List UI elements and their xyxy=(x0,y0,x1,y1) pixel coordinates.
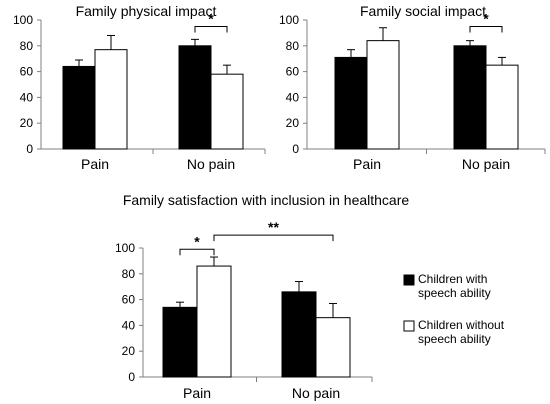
bar-without-speech xyxy=(94,49,128,150)
legend-label: Children without xyxy=(418,318,505,332)
legend-label: speech ability xyxy=(418,332,491,346)
y-tick-label: 80 xyxy=(20,39,34,53)
y-tick-label: 0 xyxy=(128,370,135,384)
y-tick-label: 40 xyxy=(122,318,136,332)
legend-label: speech ability xyxy=(418,286,491,300)
y-tick-label: 80 xyxy=(122,267,136,281)
y-tick-label: 40 xyxy=(286,90,300,104)
x-category-label: No pain xyxy=(187,156,235,172)
y-tick-label: 80 xyxy=(286,39,300,53)
chart-title: Family satisfaction with inclusion in he… xyxy=(123,192,410,208)
bar-without-speech xyxy=(210,73,244,150)
y-tick-label: 20 xyxy=(122,344,136,358)
bar-with-speech xyxy=(162,306,198,378)
bar-with-speech xyxy=(281,291,317,378)
significance-bracket xyxy=(469,25,503,33)
y-tick-label: 100 xyxy=(279,13,299,27)
x-category-label: No pain xyxy=(462,156,510,172)
significance-bracket xyxy=(194,25,228,33)
y-tick-label: 60 xyxy=(286,65,300,79)
bar-without-speech xyxy=(366,40,400,150)
significance-label: ** xyxy=(268,219,279,235)
chart-title: Family social impact xyxy=(360,3,486,19)
y-tick-label: 60 xyxy=(122,293,136,307)
legend-swatch xyxy=(403,274,415,286)
bar-with-speech xyxy=(62,65,96,150)
legend-swatch xyxy=(403,320,415,332)
bar-with-speech xyxy=(453,45,487,150)
y-tick-label: 60 xyxy=(20,65,34,79)
legend-label: Children with xyxy=(418,272,487,286)
y-tick-label: 40 xyxy=(20,90,34,104)
significance-label: * xyxy=(208,10,214,26)
x-category-label: Pain xyxy=(353,156,381,172)
y-tick-label: 20 xyxy=(20,116,34,130)
bar-without-speech xyxy=(485,64,519,150)
bar-without-speech xyxy=(196,265,232,378)
x-category-label: Pain xyxy=(81,156,109,172)
significance-bracket xyxy=(179,248,215,256)
y-tick-label: 100 xyxy=(115,241,135,255)
significance-label: * xyxy=(194,233,200,249)
chart-title: Family physical impact xyxy=(76,3,217,19)
significance-label: * xyxy=(483,10,489,26)
y-tick-label: 0 xyxy=(26,142,33,156)
y-tick-label: 0 xyxy=(292,142,299,156)
bar-with-speech xyxy=(334,56,368,150)
y-tick-label: 100 xyxy=(13,13,33,27)
x-category-label: Pain xyxy=(183,385,211,401)
y-tick-label: 20 xyxy=(286,116,300,130)
bar-with-speech xyxy=(178,45,212,150)
bar-without-speech xyxy=(315,317,351,378)
significance-bracket xyxy=(213,234,334,242)
x-category-label: No pain xyxy=(292,385,340,401)
